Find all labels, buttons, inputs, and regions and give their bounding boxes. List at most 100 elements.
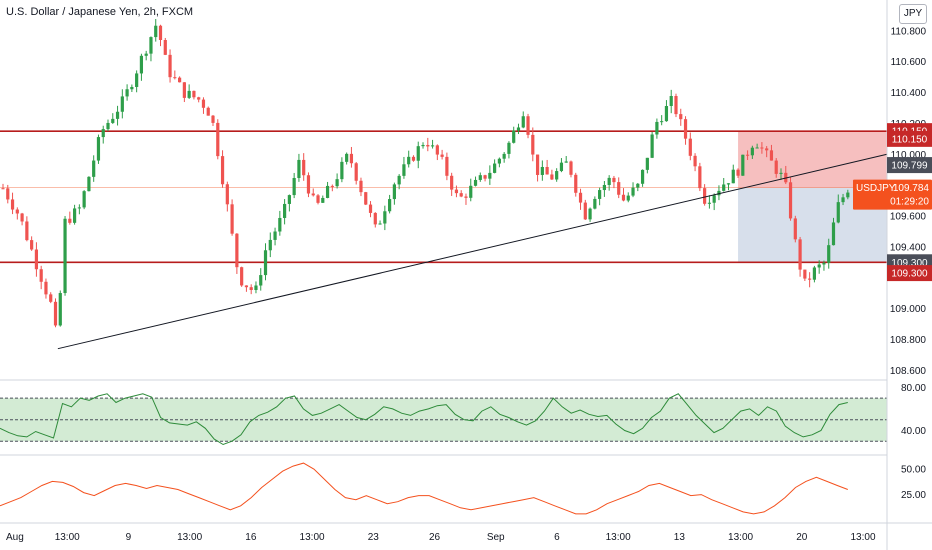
candle-body: [402, 164, 406, 176]
candle-body: [44, 281, 48, 295]
candle-body: [154, 25, 158, 38]
candle-body: [703, 188, 707, 204]
price-label: 110.150: [892, 134, 928, 145]
candle-body: [163, 39, 167, 55]
candle-body: [68, 218, 72, 223]
time-tick-label: 13:00: [606, 532, 631, 543]
candle-body: [588, 208, 592, 220]
candle-body: [283, 203, 287, 218]
candle-body: [726, 183, 731, 185]
candle-body: [817, 264, 821, 268]
oscillator-pane: [0, 462, 848, 515]
candle-body: [621, 194, 626, 201]
candle-body: [259, 275, 263, 286]
candle-body: [230, 204, 234, 234]
time-tick-label: 13:00: [177, 532, 202, 543]
candle-body: [120, 96, 124, 112]
oscillator-line: [0, 462, 848, 515]
candle-body: [383, 211, 387, 224]
candle-body: [349, 153, 354, 164]
candle-body: [717, 190, 721, 196]
current-price-symbol: USDJPY: [856, 183, 896, 194]
price-tick-label: 110.800: [891, 26, 927, 37]
candle-body: [679, 114, 683, 120]
time-tick-label: 16: [245, 532, 257, 543]
candle-body: [736, 169, 740, 176]
candle-body: [841, 197, 845, 203]
candle-body: [225, 184, 229, 205]
candle-body: [297, 159, 301, 178]
candle-body: [197, 97, 201, 100]
candle-body: [827, 245, 831, 263]
trendline[interactable]: [57, 153, 888, 350]
candle-body: [96, 137, 101, 161]
oscillator-tick-label: 25.00: [901, 490, 926, 501]
candle-body: [130, 86, 134, 90]
price-pane: [0, 18, 888, 350]
price-label-box: [887, 157, 932, 174]
candle-body: [240, 267, 244, 286]
candle-body: [53, 301, 58, 326]
time-tick-label: 6: [554, 532, 560, 543]
candle-body: [531, 134, 535, 155]
candle-body: [201, 99, 206, 108]
candle-body: [168, 54, 172, 78]
candle-body: [211, 115, 215, 123]
candle-body: [49, 294, 53, 302]
candle-body: [316, 195, 320, 203]
candle-body: [516, 127, 521, 131]
candle-body: [392, 184, 396, 200]
candle-body: [345, 153, 349, 162]
candle-body: [540, 166, 544, 175]
candle-body: [650, 134, 654, 158]
oscillator-tick-label: 50.00: [901, 465, 926, 476]
candle-body: [765, 148, 769, 151]
candle-body: [82, 191, 86, 208]
candle-body: [411, 156, 416, 161]
time-tick-label: 13:00: [850, 532, 875, 543]
candle-body: [235, 233, 239, 268]
candle-body: [755, 147, 759, 149]
candle-body: [450, 175, 454, 190]
price-tick-label: 110.400: [891, 88, 927, 99]
candle-body: [178, 77, 182, 83]
candle-body: [111, 118, 115, 123]
candle-body: [478, 175, 482, 180]
candle-body: [77, 207, 81, 209]
candle-body: [440, 154, 444, 157]
candle-body: [63, 218, 67, 294]
candle-body: [58, 293, 62, 326]
candle-body: [10, 199, 15, 210]
candle-body: [526, 116, 530, 135]
candle-body: [488, 172, 492, 179]
candle-body: [559, 162, 564, 172]
candle-body: [502, 153, 506, 159]
current-price-badge[interactable]: [853, 179, 932, 210]
candle-body: [15, 209, 19, 214]
candle-body: [378, 223, 382, 225]
candle-body: [578, 192, 583, 203]
candle-body: [72, 208, 77, 223]
candle-body: [263, 250, 268, 276]
price-tick-label: 109.000: [890, 304, 927, 315]
candle-body: [803, 269, 807, 279]
candle-body: [664, 106, 669, 122]
candle-body: [192, 90, 196, 98]
candle-body: [808, 278, 812, 280]
candle-body: [731, 169, 735, 184]
candle-body: [87, 176, 91, 192]
candle-body: [426, 144, 430, 147]
price-tick-label: 108.600: [890, 366, 927, 377]
candle-body: [750, 147, 754, 156]
currency-badge[interactable]: JPY: [899, 4, 927, 24]
rsi-tick-label: 80.00: [901, 383, 926, 394]
candle-body: [769, 150, 774, 161]
candle-body: [416, 146, 420, 161]
candle-body: [25, 221, 29, 241]
candle-body: [421, 144, 425, 147]
candle-body: [335, 179, 339, 187]
candle-body: [683, 119, 688, 139]
candle-body: [34, 249, 39, 270]
time-tick-label: 26: [429, 532, 441, 543]
